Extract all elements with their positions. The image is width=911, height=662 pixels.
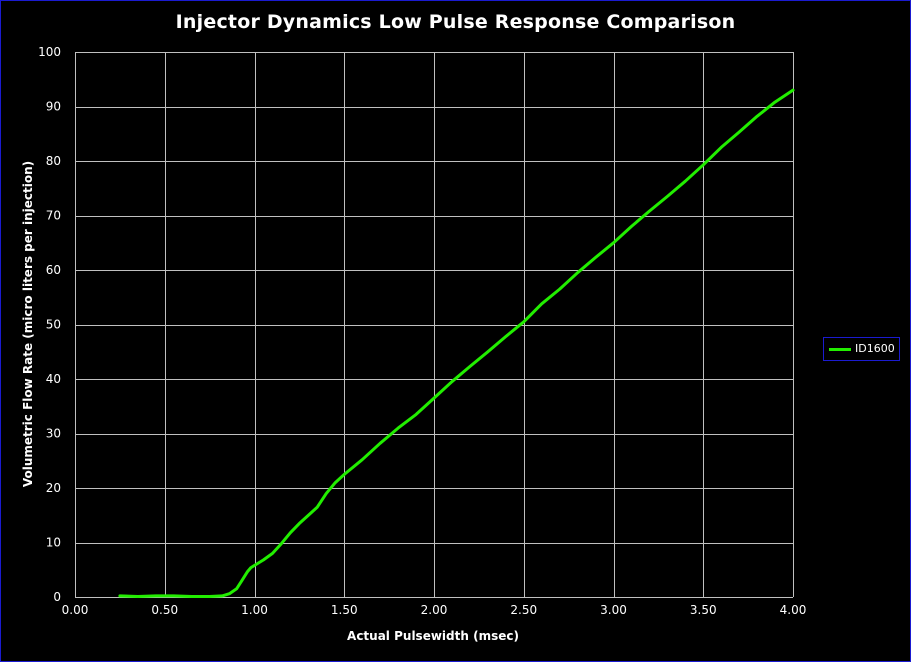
x-tick-labels: 0.00 0.50 1.00 1.50 2.00 2.50 3.00 3.50 4.00 [62,603,807,617]
x-axis-title: Actual Pulsewidth (msec) [347,629,519,643]
x-tick-label: 3.50 [690,603,717,617]
x-tick-label: 2.00 [421,603,448,617]
y-tick-label: 10 [46,536,61,550]
y-tick-label: 20 [46,481,61,495]
x-tick-label: 1.00 [241,603,268,617]
y-tick-label: 0 [53,590,61,604]
series-line-id1600 [118,88,795,598]
x-tick-label: 0.50 [151,603,178,617]
y-tick-label: 80 [46,154,61,168]
y-tick-labels: 0 10 20 30 40 50 60 70 80 90 100 [38,45,61,604]
y-axis-title: Volumetric Flow Rate (micro liters per i… [21,161,35,487]
y-tick-label: 100 [38,45,61,59]
y-tick-label: 30 [46,427,61,441]
y-tick-label: 50 [46,318,61,332]
x-tick-label: 4.00 [780,603,807,617]
x-tick-label: 1.50 [331,603,358,617]
x-tick-label: 3.00 [600,603,627,617]
y-tick-label: 60 [46,263,61,277]
x-tick-label: 2.50 [510,603,537,617]
x-tick-label: 0.00 [62,603,89,617]
y-tick-label: 40 [46,372,61,386]
grid-lines [75,52,794,598]
chart-title: Injector Dynamics Low Pulse Response Com… [175,11,736,33]
y-tick-label: 90 [46,100,61,114]
legend: ID1600 [823,337,900,361]
legend-swatch-id1600 [829,348,851,351]
series-lines [118,88,795,598]
legend-label-id1600: ID1600 [855,342,895,355]
y-tick-label: 70 [46,209,61,223]
